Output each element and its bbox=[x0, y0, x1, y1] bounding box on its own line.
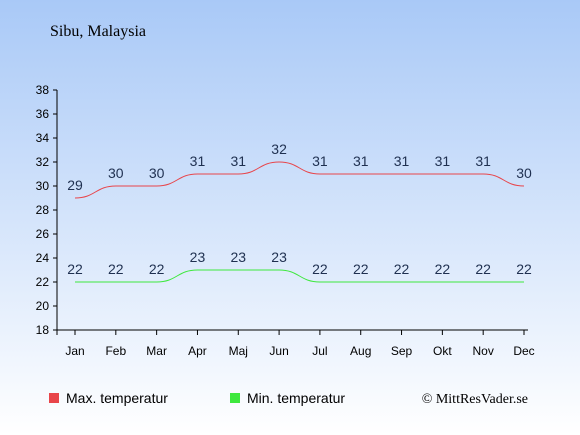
min-data-label: 22 bbox=[475, 261, 491, 277]
y-tick-label: 18 bbox=[36, 323, 50, 337]
max-data-label: 30 bbox=[108, 165, 124, 181]
y-tick-label: 36 bbox=[36, 107, 50, 121]
min-data-label: 22 bbox=[353, 261, 369, 277]
max-data-label: 31 bbox=[353, 153, 369, 169]
series-lines bbox=[74, 161, 525, 283]
axes: 18 20 22 24 26 28 30 32 34 36 38 Jan Feb Mar Apr Maj Jun… bbox=[36, 83, 535, 358]
min-data-label: 23 bbox=[190, 249, 206, 265]
min-data-label: 22 bbox=[108, 261, 124, 277]
y-tick-label: 24 bbox=[36, 251, 50, 265]
min-data-label: 22 bbox=[312, 261, 328, 277]
legend-min-label: Min. temperatur bbox=[247, 390, 345, 406]
y-tick-label: 32 bbox=[36, 155, 50, 169]
min-data-label: 23 bbox=[230, 249, 246, 265]
x-tick-label: Nov bbox=[473, 344, 494, 358]
y-tick-label: 34 bbox=[36, 131, 50, 145]
legend-min-swatch bbox=[230, 393, 240, 403]
x-tick-label: Sep bbox=[391, 344, 413, 358]
max-data-label: 29 bbox=[67, 177, 83, 193]
max-data-label: 31 bbox=[230, 153, 246, 169]
min-data-label: 22 bbox=[435, 261, 451, 277]
max-data-label: 30 bbox=[149, 165, 165, 181]
y-tick-label: 26 bbox=[36, 227, 50, 241]
max-data-label: 31 bbox=[394, 153, 410, 169]
x-tick-label: Apr bbox=[188, 344, 207, 358]
y-tick-label: 22 bbox=[36, 275, 50, 289]
x-tick-label: Dec bbox=[513, 344, 534, 358]
max-data-label: 31 bbox=[190, 153, 206, 169]
y-tick-label: 38 bbox=[36, 83, 50, 97]
location-title: Sibu, Malaysia bbox=[50, 23, 146, 40]
data-labels: 29 30 30 31 31 32 31 31 31 31 31 30 22 22 22 23 23 23 22 22… bbox=[67, 141, 532, 277]
min-data-label: 22 bbox=[67, 261, 83, 277]
x-tick-label: Okt bbox=[433, 344, 452, 358]
y-tick-label: 30 bbox=[36, 179, 50, 193]
max-data-label: 31 bbox=[475, 153, 491, 169]
y-tick-label: 28 bbox=[36, 203, 50, 217]
max-data-label: 31 bbox=[435, 153, 451, 169]
max-temperature-line bbox=[74, 161, 525, 199]
min-data-label: 23 bbox=[271, 249, 287, 265]
x-tick-label: Jul bbox=[312, 344, 327, 358]
min-temperature-line bbox=[74, 269, 524, 283]
x-tick-label: Maj bbox=[229, 344, 248, 358]
legend-max-swatch bbox=[49, 393, 59, 403]
x-tick-label: Jun bbox=[269, 344, 288, 358]
legend-max-label: Max. temperatur bbox=[66, 390, 168, 406]
copyright-text: © MittResVader.se bbox=[422, 392, 528, 407]
legend: Max. temperatur Min. temperatur bbox=[49, 390, 345, 406]
x-tick-label: Mar bbox=[146, 344, 167, 358]
x-tick-label: Jan bbox=[65, 344, 84, 358]
min-data-label: 22 bbox=[394, 261, 410, 277]
x-tick-label: Feb bbox=[105, 344, 126, 358]
max-data-label: 32 bbox=[271, 141, 287, 157]
y-tick-label: 20 bbox=[36, 299, 50, 313]
max-data-label: 31 bbox=[312, 153, 328, 169]
min-data-label: 22 bbox=[149, 261, 165, 277]
min-data-label: 22 bbox=[516, 261, 532, 277]
x-tick-label: Aug bbox=[350, 344, 371, 358]
max-data-label: 30 bbox=[516, 165, 532, 181]
